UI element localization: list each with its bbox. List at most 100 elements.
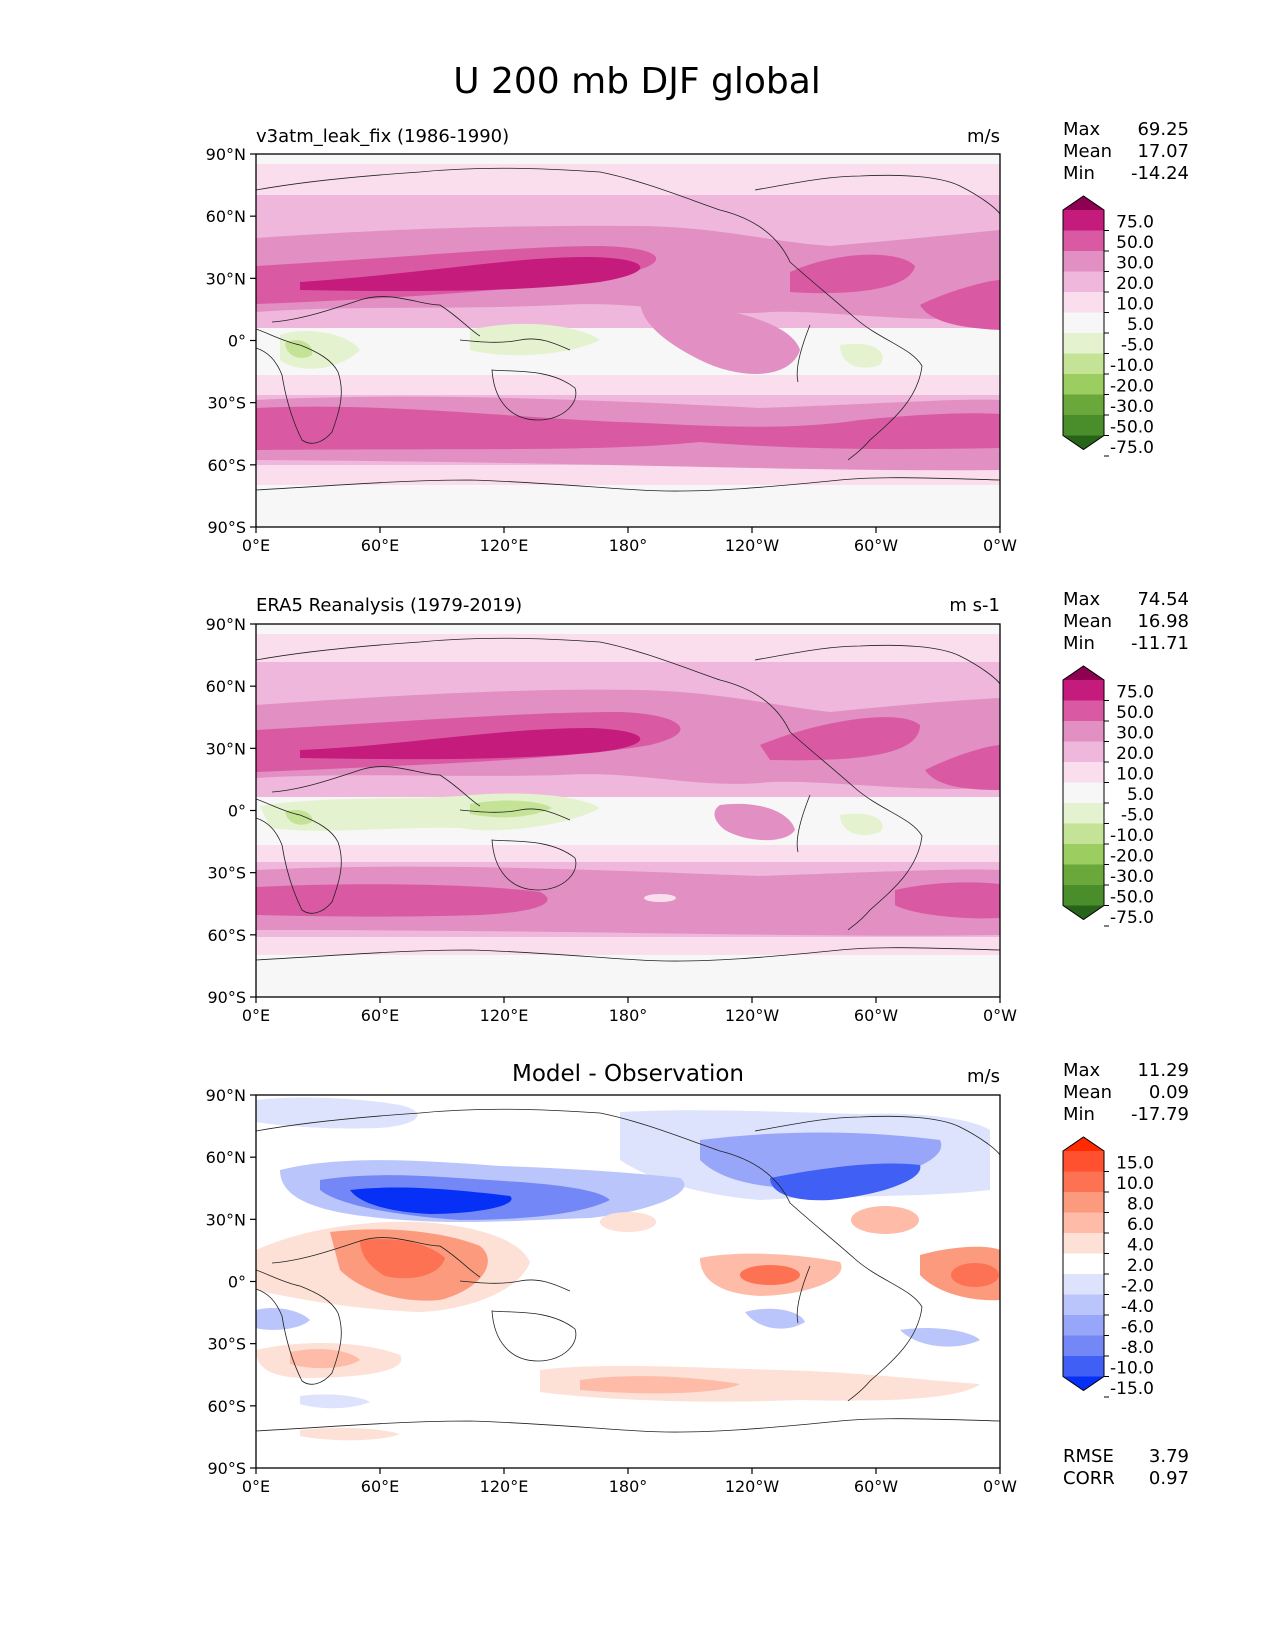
colorbar-segment <box>1063 1335 1104 1357</box>
band-south-subtropical <box>256 866 1000 936</box>
lat-tick-label: 90°N <box>206 145 246 164</box>
colorbar: 75.050.030.020.010.05.0-5.0-10.0-20.0-30… <box>1062 195 1154 458</box>
stat-max-label: Max <box>1063 119 1101 140</box>
lon-tick-label: 60°E <box>361 536 399 555</box>
panel-observation: ERA5 Reanalysis (1979-2019) m s-1 90°N 60… <box>206 589 1189 1025</box>
band-tropical-easterly <box>280 323 883 369</box>
colorbar-extend-min <box>1063 435 1104 450</box>
lat-tick-label: 60°S <box>207 456 246 475</box>
colorbar-segment <box>1063 803 1104 824</box>
lon-tick-label: 0°W <box>983 536 1017 555</box>
colorbar-tick-label: -15.0 <box>1110 1379 1154 1399</box>
lon-tick-label: 0°W <box>983 1477 1017 1496</box>
colorbar-tick-label: -75.0 <box>1110 908 1154 928</box>
colorbar-segment <box>1063 1274 1104 1295</box>
stat-min-label: Min <box>1063 633 1095 654</box>
lon-tick-label: 0°E <box>242 1477 270 1496</box>
map-field <box>256 624 1000 997</box>
lon-tick-label: 120°E <box>480 1477 529 1496</box>
diff-south-pos-band <box>256 1343 980 1402</box>
stat-mean-value: 16.98 <box>1137 611 1189 632</box>
lat-tick-label: 90°S <box>207 1459 246 1478</box>
lat-tick-label: 30°S <box>207 1335 246 1354</box>
lon-axis: 0°E 60°E 120°E 180° 120°W 60°W 0°W <box>242 1468 1017 1496</box>
colorbar-segment <box>1063 721 1104 742</box>
colorbar-tick-label: -75.0 <box>1110 438 1154 458</box>
diff-pacific-pos-core <box>740 1265 800 1285</box>
colorbar-tick-label: 8.0 <box>1127 1195 1154 1215</box>
stats-block: Max 74.54 Mean 16.98 Min -11.71 <box>1063 589 1189 654</box>
colorbar-tick-label: 75.0 <box>1116 683 1154 703</box>
figure-title: U 200 mb DJF global <box>453 61 821 102</box>
lon-axis: 0°E 60°E 120°E 180° 120°W 60°W 0°W <box>242 997 1017 1025</box>
lat-tick-label: 0° <box>228 802 246 821</box>
colorbar-segment <box>1063 1171 1104 1193</box>
lat-tick-label: 60°S <box>207 1397 246 1416</box>
lat-tick-label: 30°N <box>206 739 246 758</box>
lat-axis: 90°N 60°N 30°N 0° 30°S 60°S 90°S <box>206 615 256 1007</box>
stat-mean-label: Mean <box>1063 141 1112 162</box>
lat-tick-label: 0° <box>228 1273 246 1292</box>
lon-tick-label: 0°W <box>983 1006 1017 1025</box>
panel-title: v3atm_leak_fix (1986-1990) <box>256 126 509 147</box>
lat-tick-label: 60°N <box>206 1148 246 1167</box>
colorbar-tick-label: -6.0 <box>1121 1318 1154 1338</box>
metrics-block: RMSE 3.79 CORR 0.97 <box>1063 1446 1189 1489</box>
diff-west-pacific-pos <box>600 1212 656 1232</box>
colorbar-tick-label: -30.0 <box>1110 867 1154 887</box>
colorbar-segment <box>1063 741 1104 763</box>
colorbar-segment <box>1063 374 1104 395</box>
lat-tick-label: 30°N <box>206 1210 246 1229</box>
lon-tick-label: 60°W <box>854 536 898 555</box>
colorbar-segment <box>1063 1356 1104 1377</box>
lat-tick-label: 60°S <box>207 926 246 945</box>
lat-axis: 90°N 60°N 30°N 0° 30°S 60°S 90°S <box>206 1086 256 1478</box>
lon-tick-label: 120°W <box>725 1006 780 1025</box>
band-tropical-easterly <box>260 793 883 836</box>
lon-tick-label: 60°E <box>361 1006 399 1025</box>
colorbar-tick-label: -50.0 <box>1110 888 1154 908</box>
lon-axis: 0°E 60°E 120°E 180° 120°W 60°W 0°W <box>242 527 1017 555</box>
diff-south-neg-patch <box>300 1394 370 1409</box>
colorbar: 15.010.08.06.04.02.0-2.0-4.0-6.0-8.0-10.… <box>1062 1136 1154 1399</box>
colorbar-segment <box>1063 210 1104 231</box>
diff-gulf-pos <box>851 1206 919 1234</box>
band-north-jet-core <box>300 728 641 760</box>
lon-tick-label: 0°E <box>242 1006 270 1025</box>
colorbar-tick-label: 20.0 <box>1116 274 1154 294</box>
colorbar-segment <box>1063 230 1104 252</box>
lon-tick-label: 180° <box>609 536 648 555</box>
colorbar-tick-label: 5.0 <box>1127 785 1154 805</box>
lat-tick-label: 0° <box>228 332 246 351</box>
colorbar-tick-label: -10.0 <box>1110 1359 1154 1379</box>
diff-north-americas-neg-core <box>770 1163 921 1201</box>
colorbar-tick-label: 30.0 <box>1116 724 1154 744</box>
colorbar-segment <box>1063 271 1104 293</box>
stat-min-value: -17.79 <box>1131 1104 1189 1125</box>
stat-mean-label: Mean <box>1063 1082 1112 1103</box>
lon-tick-label: 180° <box>609 1006 648 1025</box>
colorbar-tick-label: -10.0 <box>1110 356 1154 376</box>
stat-max-label: Max <box>1063 1060 1101 1081</box>
panel-title: ERA5 Reanalysis (1979-2019) <box>256 595 522 616</box>
colorbar-segment <box>1063 700 1104 722</box>
colorbar-extend-max <box>1063 1137 1104 1151</box>
lat-tick-label: 90°S <box>207 518 246 537</box>
diff-south-asia-pos-core <box>360 1238 445 1279</box>
coastlines <box>256 167 1000 492</box>
stat-mean-label: Mean <box>1063 611 1112 632</box>
colorbar-tick-label: -5.0 <box>1121 806 1154 826</box>
colorbar-tick-label: 2.0 <box>1127 1256 1154 1276</box>
colorbar-tick-label: -50.0 <box>1110 418 1154 438</box>
stats-block: Max 11.29 Mean 0.09 Min -17.79 <box>1063 1060 1189 1125</box>
band-south-jet <box>256 882 1000 919</box>
metric-rmse-label: RMSE <box>1063 1446 1114 1467</box>
colorbar-tick-label: -20.0 <box>1110 847 1154 867</box>
colorbar-segment <box>1063 1212 1104 1234</box>
colorbar-tick-label: 30.0 <box>1116 254 1154 274</box>
lon-tick-label: 120°W <box>725 536 780 555</box>
lon-tick-label: 60°W <box>854 1477 898 1496</box>
colorbar-tick-label: 10.0 <box>1116 1174 1154 1194</box>
stat-max-value: 69.25 <box>1137 119 1189 140</box>
